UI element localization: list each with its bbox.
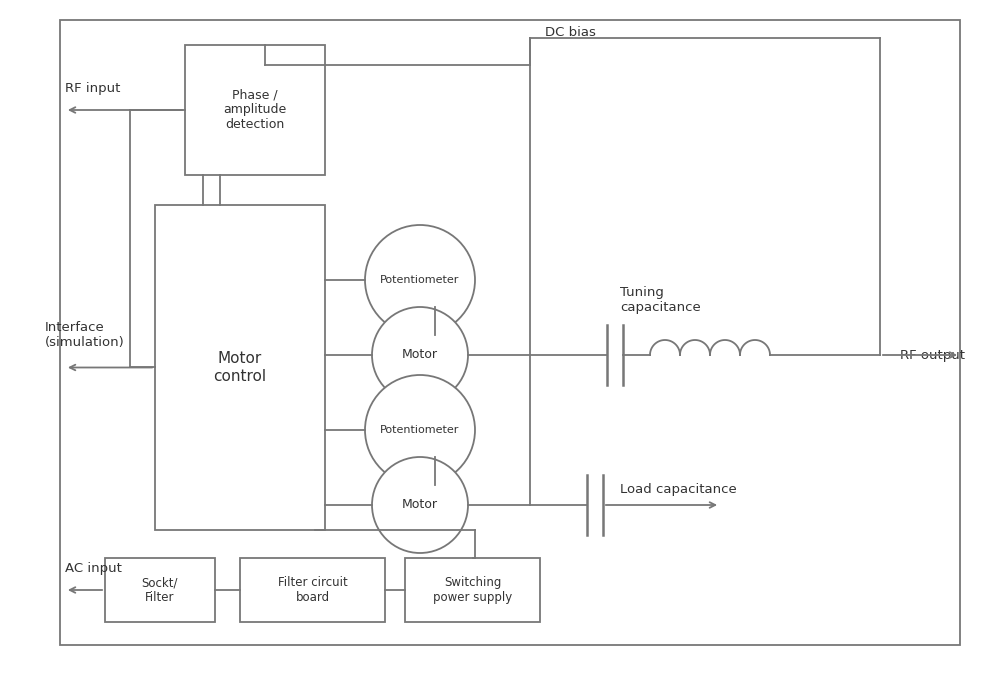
Text: DC bias: DC bias (545, 26, 595, 40)
Text: RF output: RF output (900, 348, 965, 362)
Text: Sockt/
Filter: Sockt/ Filter (142, 576, 178, 604)
Ellipse shape (372, 457, 468, 553)
Bar (405, 558, 540, 622)
Text: Tuning
capacitance: Tuning capacitance (620, 286, 700, 314)
Bar (185, 45, 325, 175)
Text: Switching
power supply: Switching power supply (433, 576, 512, 604)
Bar (240, 558, 385, 622)
Bar (155, 205, 325, 530)
Text: Potentiometer: Potentiometer (381, 425, 460, 435)
Text: Motor: Motor (402, 499, 438, 512)
Text: Motor: Motor (402, 348, 438, 362)
Text: Filter circuit
board: Filter circuit board (278, 576, 348, 604)
Text: Motor
control: Motor control (214, 351, 267, 383)
Ellipse shape (372, 307, 468, 403)
Bar (105, 558, 215, 622)
Ellipse shape (365, 225, 475, 335)
Ellipse shape (365, 375, 475, 485)
Text: RF input: RF input (65, 82, 120, 95)
Text: Phase /
amplitude
detection: Phase / amplitude detection (224, 88, 287, 132)
Text: AC input: AC input (65, 562, 122, 575)
Text: Interface
(simulation): Interface (simulation) (45, 321, 125, 349)
Text: Potentiometer: Potentiometer (381, 275, 460, 285)
Text: Load capacitance: Load capacitance (620, 483, 736, 497)
